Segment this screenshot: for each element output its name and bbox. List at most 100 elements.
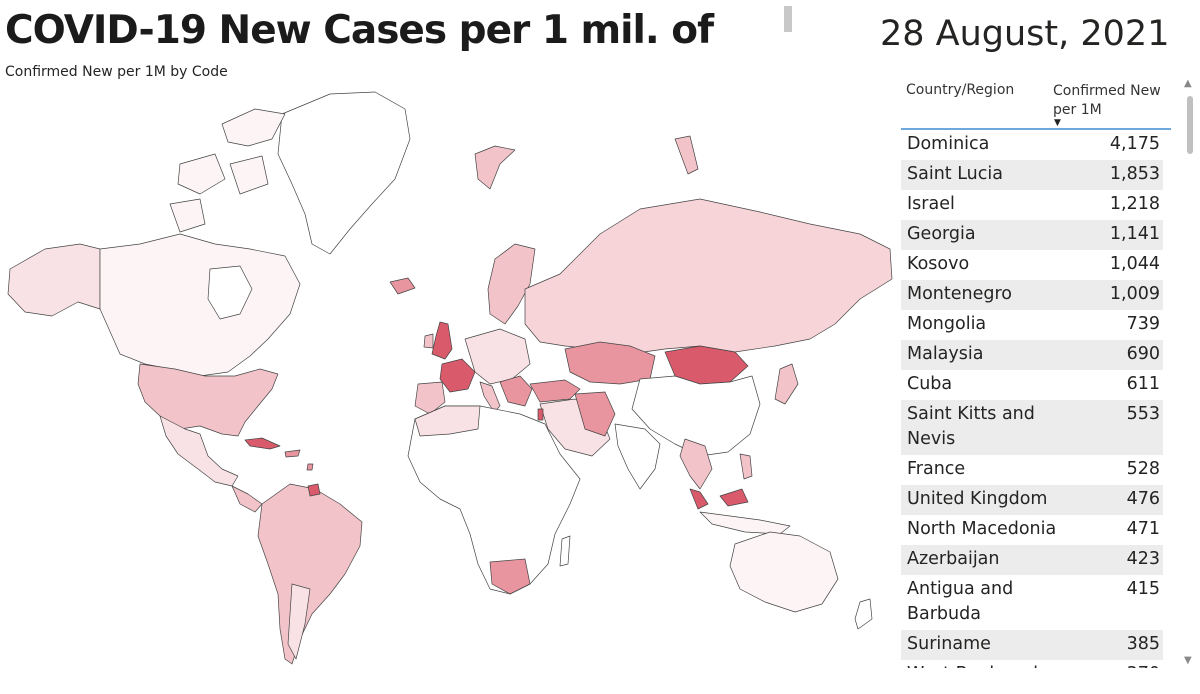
table-row[interactable]: Suriname 385 (901, 630, 1163, 660)
table-body: Dominica 4,175 Saint Lucia 1,853 Israel 1,218… (901, 130, 1163, 668)
cell-country: Georgia (907, 224, 976, 244)
region-alaska[interactable] (7, 243, 101, 317)
region-central-america[interactable] (231, 485, 263, 513)
map-subtitle: Confirmed New per 1M by Code (5, 64, 228, 80)
region-usa[interactable] (137, 363, 279, 437)
table-row[interactable]: Cuba 611 (901, 370, 1163, 400)
table-row[interactable]: Kosovo 1,044 (901, 250, 1163, 280)
region-australia[interactable] (729, 531, 839, 613)
table-row[interactable]: Antigua and Barbuda 415 (901, 575, 1163, 630)
region-russia[interactable] (524, 198, 893, 355)
region-hudson-bay (207, 265, 253, 320)
region-india[interactable] (614, 423, 661, 490)
table-row[interactable]: Azerbaijan 423 (901, 545, 1163, 575)
column-header-country[interactable]: Country/Region (906, 82, 1015, 98)
cell-value: 611 (1126, 374, 1160, 394)
region-cuba[interactable] (244, 437, 281, 450)
cell-country: Cuba (907, 374, 953, 394)
cell-value: 1,141 (1109, 224, 1160, 244)
region-israel[interactable] (537, 408, 544, 421)
cell-value: 1,218 (1109, 194, 1160, 214)
region-canada[interactable] (99, 233, 301, 377)
world-map[interactable] (0, 84, 895, 684)
table-row[interactable]: Montenegro 1,009 (901, 280, 1163, 310)
cell-country: France (907, 459, 966, 479)
region-central-europe[interactable] (464, 328, 531, 385)
cell-country: United Kingdom (907, 489, 1048, 509)
cell-value: 739 (1126, 314, 1160, 334)
table-row[interactable]: Malaysia 690 (901, 340, 1163, 370)
region-greenland[interactable] (277, 91, 411, 255)
table-row[interactable]: France 528 (901, 455, 1163, 485)
scrollbar-thumb[interactable] (1187, 96, 1193, 154)
region-south-america[interactable] (257, 483, 363, 665)
region-uk[interactable] (431, 321, 453, 360)
cell-value: 690 (1126, 344, 1160, 364)
table-row[interactable]: Saint Lucia 1,853 (901, 160, 1163, 190)
region-turkey[interactable] (529, 379, 581, 403)
region-france[interactable] (439, 358, 476, 393)
cell-country: Israel (907, 194, 955, 214)
cell-value: 1,044 (1109, 254, 1160, 274)
cell-country: Saint Kitts and Nevis (907, 404, 1035, 449)
region-italy[interactable] (479, 381, 501, 413)
cell-value: 471 (1126, 519, 1160, 539)
table-scrollbar[interactable]: ▲ ▼ (1183, 78, 1197, 666)
region-ireland[interactable] (423, 333, 434, 349)
region-svalbard[interactable] (474, 145, 516, 190)
cell-country: Azerbaijan (907, 549, 1000, 569)
region-canada-islands[interactable] (169, 108, 286, 233)
region-se-asia[interactable] (679, 438, 713, 490)
cell-country: North Macedonia (907, 519, 1057, 539)
region-caribbean[interactable] (284, 449, 314, 471)
region-japan[interactable] (774, 363, 799, 405)
region-iceland[interactable] (389, 277, 416, 295)
region-novaya-zemlya[interactable] (674, 135, 699, 175)
table-header: Country/Region Confirmed New per 1M ▼ (901, 76, 1171, 130)
cell-value: 415 (1126, 579, 1160, 599)
visual-resize-handle[interactable] (784, 6, 792, 32)
table-row[interactable]: North Macedonia 471 (901, 515, 1163, 545)
region-china[interactable] (631, 375, 761, 457)
cell-country: Antigua and Barbuda (907, 579, 1014, 624)
cell-value: 476 (1126, 489, 1160, 509)
region-iberia[interactable] (414, 381, 446, 415)
table-row[interactable]: West Bank and Gaza370 (901, 660, 1163, 668)
region-suriname[interactable] (307, 483, 321, 497)
cell-value: 1,009 (1109, 284, 1160, 304)
region-malaysia[interactable] (689, 488, 749, 510)
page-title: COVID-19 New Cases per 1 mil. of (5, 8, 714, 53)
column-header-value[interactable]: Confirmed New per 1M (1053, 83, 1161, 118)
region-philippines[interactable] (739, 453, 753, 480)
region-balkans[interactable] (499, 375, 533, 407)
region-new-zealand[interactable] (854, 598, 873, 630)
table-row[interactable]: Israel 1,218 (901, 190, 1163, 220)
cell-country: Dominica (907, 134, 990, 154)
cell-country: Kosovo (907, 254, 970, 274)
region-argentina[interactable] (287, 583, 311, 660)
table-row[interactable]: United Kingdom 476 (901, 485, 1163, 515)
cell-value: 385 (1126, 634, 1160, 654)
report-date: 28 August, 2021 (880, 14, 1170, 54)
region-mexico[interactable] (159, 415, 239, 487)
region-iran[interactable] (574, 391, 616, 437)
table-row[interactable]: Georgia 1,141 (901, 220, 1163, 250)
region-madagascar[interactable] (559, 535, 571, 567)
table-row[interactable]: Dominica 4,175 (901, 130, 1163, 160)
cell-country: West Bank and Gaza (907, 662, 1067, 668)
country-table: Country/Region Confirmed New per 1M ▼ Do… (901, 76, 1171, 668)
triangle-up-icon[interactable]: ▲ (1184, 78, 1192, 89)
cell-country: Malaysia (907, 344, 984, 364)
table-row[interactable]: Saint Kitts and Nevis 553 (901, 400, 1163, 455)
region-scandinavia[interactable] (487, 243, 536, 325)
region-north-africa[interactable] (414, 405, 481, 437)
table-row[interactable]: Mongolia 739 (901, 310, 1163, 340)
region-indonesia[interactable] (699, 511, 791, 535)
triangle-down-icon[interactable]: ▼ (1184, 655, 1192, 666)
region-south-africa[interactable] (489, 558, 531, 595)
region-africa[interactable] (407, 405, 581, 595)
world-map-svg (7, 91, 893, 665)
cell-country: Mongolia (907, 314, 987, 334)
sort-descending-icon[interactable]: ▼ (1054, 118, 1061, 128)
cell-value: 528 (1126, 459, 1160, 479)
